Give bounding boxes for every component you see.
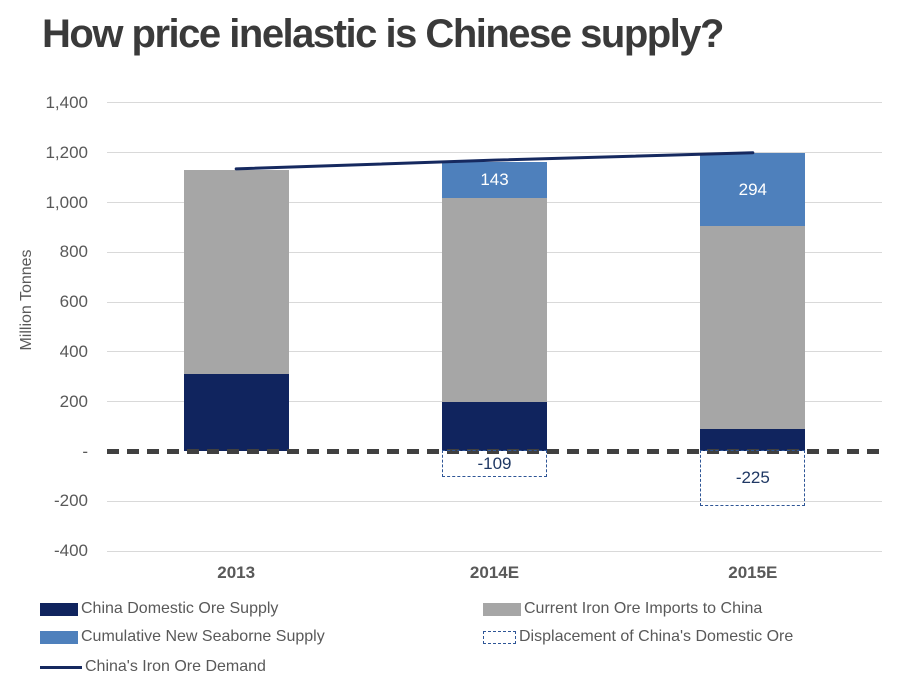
bar-segment-domestic (183, 374, 289, 452)
bar-segment-imports (183, 170, 289, 375)
y-tick-label: 200 (59, 391, 88, 411)
y-tick-label: 1,200 (45, 142, 88, 162)
x-axis-label: 2014E (469, 563, 520, 582)
bar-value-label: 143 (480, 169, 509, 189)
displacement-value-label: -225 (735, 468, 770, 487)
gridline (107, 550, 882, 552)
y-tick-label: 1,400 (45, 92, 88, 112)
y-tick-label: 600 (59, 292, 88, 312)
bar-segment-seaborne: 294 (700, 152, 806, 227)
y-tick-label: 800 (59, 242, 88, 262)
chart-title: How price inelastic is Chinese supply? (42, 12, 725, 56)
y-tick-label: 1,000 (45, 192, 88, 212)
bar-segment-domestic (442, 401, 547, 452)
zero-axis-line (107, 449, 882, 454)
displacement-box: -225 (700, 450, 806, 507)
y-tick-label: - (82, 441, 88, 461)
bar-value-label: 294 (738, 179, 768, 199)
x-axis-label: 2015E (728, 563, 778, 582)
bar-segment-seaborne: 143 (442, 161, 547, 198)
y-tick-label: -200 (53, 491, 88, 511)
y-tick-label: 400 (59, 341, 88, 361)
bar-segment-imports (442, 197, 547, 402)
y-tick-label: -400 (53, 541, 88, 561)
displacement-value-label: -109 (477, 453, 512, 473)
gridline (107, 500, 882, 502)
x-axis-label: 2013 (217, 563, 256, 582)
bar-segment-imports (700, 226, 806, 430)
bar-segment-domestic (700, 429, 806, 452)
displacement-box: -109 (442, 450, 547, 478)
gridline (107, 102, 882, 104)
